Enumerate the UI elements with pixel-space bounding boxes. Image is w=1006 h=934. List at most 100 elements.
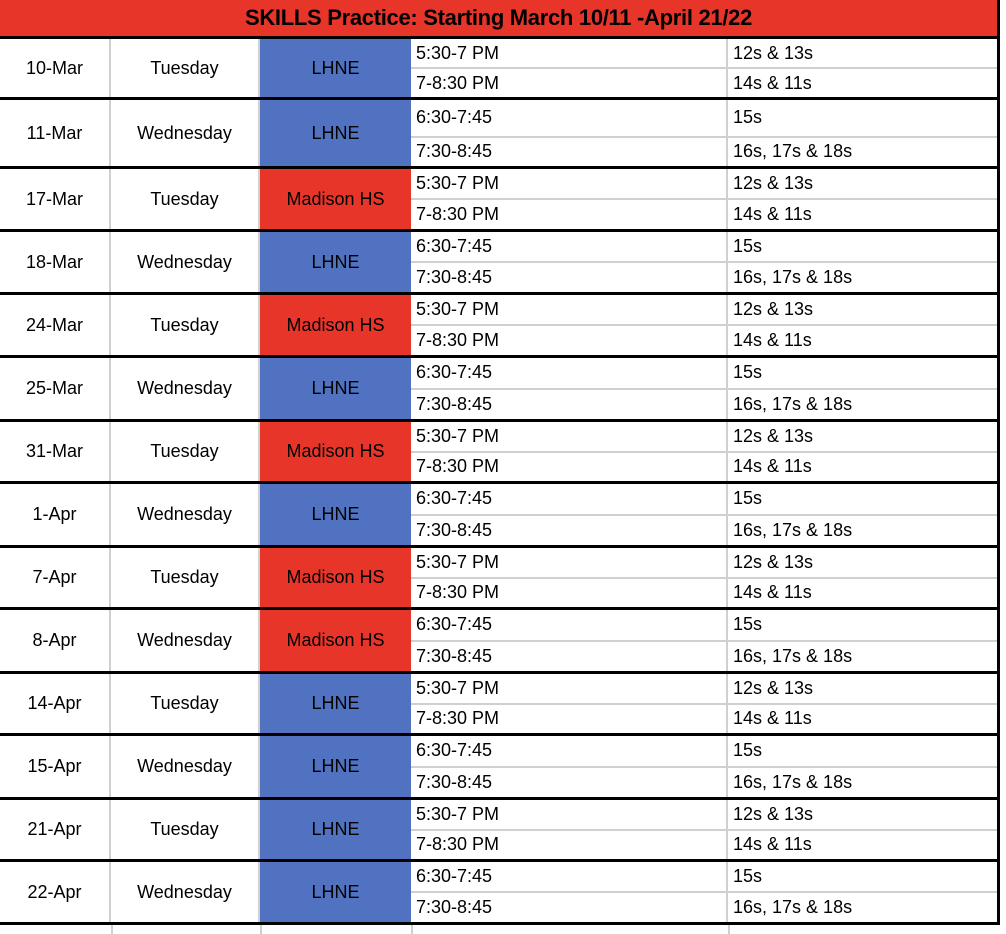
age-group-cell[interactable]: 15s [733, 362, 763, 383]
date-cell[interactable]: 7-Apr [0, 548, 111, 607]
day-cell[interactable]: Tuesday [111, 39, 260, 97]
age-group-cell[interactable]: 14s & 11s [733, 330, 812, 350]
location-cell[interactable]: LHNE [260, 39, 411, 97]
date-cell[interactable]: 17-Mar [0, 169, 111, 229]
location-cell[interactable]: LHNE [260, 358, 411, 419]
day-cell[interactable]: Wednesday [111, 100, 260, 166]
date-cell[interactable]: 14-Apr [0, 674, 111, 733]
date-cell[interactable]: 11-Mar [0, 100, 111, 166]
time-cell[interactable]: 7:30-8:45 [411, 389, 728, 419]
date-cell[interactable]: 31-Mar [0, 422, 111, 481]
location-cell[interactable]: LHNE [260, 862, 411, 922]
day-cell[interactable]: Wednesday [111, 358, 260, 419]
time-cell[interactable]: 6:30-7:45 [411, 232, 728, 261]
time-cell[interactable]: 6:30-7:45 [411, 484, 728, 514]
age-group-cell[interactable]: 16s, 17s & 18s [733, 897, 853, 917]
time-cell[interactable]: 5:30-7 PM [411, 422, 728, 451]
day-cell[interactable]: Tuesday [111, 548, 260, 607]
date-cell[interactable]: 15-Apr [0, 736, 111, 797]
age-group-cell[interactable]: 15s [733, 236, 763, 256]
time-cell[interactable]: 7-8:30 PM [411, 704, 728, 733]
age-group-cell[interactable]: 16s, 17s & 18s [733, 771, 853, 792]
date-cell[interactable]: 18-Mar [0, 232, 111, 292]
date-cell[interactable]: 21-Apr [0, 800, 111, 859]
schedule-row: 17-Mar Tuesday Madison HS 5:30-7 PM 12s & 13… [0, 169, 1000, 232]
time-cell[interactable]: 7:30-8:45 [411, 641, 728, 671]
day-cell[interactable]: Wednesday [111, 736, 260, 797]
day-cell[interactable]: Tuesday [111, 169, 260, 229]
time-cell[interactable]: 5:30-7 PM [411, 800, 728, 829]
age-group-cell[interactable]: 14s & 11s [733, 72, 812, 93]
time-cell[interactable]: 7-8:30 PM [411, 830, 728, 859]
day-cell[interactable]: Wednesday [111, 484, 260, 545]
day-cell[interactable]: Tuesday [111, 295, 260, 355]
location-cell[interactable]: Madison HS [260, 295, 411, 355]
time-cell[interactable]: 7:30-8:45 [411, 515, 728, 545]
location-cell[interactable]: Madison HS [260, 169, 411, 229]
location-cell[interactable]: Madison HS [260, 610, 411, 671]
time-cell[interactable]: 5:30-7 PM [411, 169, 728, 198]
age-group-cell[interactable]: 16s, 17s & 18s [733, 267, 853, 287]
date-cell[interactable]: 25-Mar [0, 358, 111, 419]
time-cell[interactable]: 7-8:30 PM [411, 578, 728, 607]
time-cell[interactable]: 7-8:30 PM [411, 69, 728, 97]
age-group-cell[interactable]: 16s, 17s & 18s [733, 519, 853, 540]
time-cell[interactable]: 5:30-7 PM [411, 674, 728, 703]
location-cell[interactable]: LHNE [260, 232, 411, 292]
age-group-cell[interactable]: 15s [733, 107, 763, 128]
age-group-cell[interactable]: 12s & 13s [733, 803, 814, 824]
day-cell[interactable]: Wednesday [111, 610, 260, 671]
date-cell[interactable]: 10-Mar [0, 39, 111, 97]
age-group-cell[interactable]: 15s [733, 488, 763, 509]
date-cell[interactable]: 22-Apr [0, 862, 111, 922]
location-cell[interactable]: Madison HS [260, 422, 411, 481]
age-group-cell[interactable]: 12s & 13s [733, 42, 814, 63]
time-cell[interactable]: 6:30-7:45 [411, 862, 728, 891]
time-cell[interactable]: 7:30-8:45 [411, 263, 728, 292]
age-group-cell[interactable]: 14s & 11s [733, 456, 812, 477]
day-cell[interactable]: Tuesday [111, 422, 260, 481]
age-group-cell[interactable]: 14s & 11s [733, 708, 812, 729]
age-group-cell[interactable]: 15s [733, 866, 763, 886]
location-cell[interactable]: LHNE [260, 100, 411, 166]
time-cell[interactable]: 7-8:30 PM [411, 452, 728, 481]
day-cell[interactable]: Wednesday [111, 232, 260, 292]
time-cell[interactable]: 5:30-7 PM [411, 39, 728, 67]
date-cell[interactable]: 8-Apr [0, 610, 111, 671]
age-group-cell[interactable]: 16s, 17s & 18s [733, 645, 853, 666]
time-cell[interactable]: 6:30-7:45 [411, 736, 728, 766]
age-group-cell[interactable]: 12s & 13s [733, 551, 814, 572]
location-cell[interactable]: Madison HS [260, 548, 411, 607]
location-cell[interactable]: LHNE [260, 736, 411, 797]
time-cell[interactable]: 5:30-7 PM [411, 548, 728, 577]
time-cell[interactable]: 7-8:30 PM [411, 200, 728, 229]
age-group-cell[interactable]: 12s & 13s [733, 677, 814, 698]
age-group-cell[interactable]: 15s [733, 614, 763, 635]
age-group-cell[interactable]: 14s & 11s [733, 204, 812, 224]
age-group-cell[interactable]: 16s, 17s & 18s [733, 141, 853, 162]
age-group-cell[interactable]: 12s & 13s [733, 425, 814, 446]
date-cell[interactable]: 24-Mar [0, 295, 111, 355]
sheet-title[interactable]: SKILLS Practice: Starting March 10/11 -A… [0, 0, 1000, 39]
date-cell[interactable]: 1-Apr [0, 484, 111, 545]
time-cell[interactable]: 7:30-8:45 [411, 893, 728, 922]
location-cell[interactable]: LHNE [260, 674, 411, 733]
time-cell[interactable]: 6:30-7:45 [411, 610, 728, 640]
age-group-cell[interactable]: 15s [733, 740, 763, 761]
time-cell[interactable]: 7:30-8:45 [411, 137, 728, 166]
age-group-cell[interactable]: 12s & 13s [733, 173, 814, 193]
age-group-cell[interactable]: 14s & 11s [733, 834, 812, 855]
day-cell[interactable]: Wednesday [111, 862, 260, 922]
time-cell[interactable]: 7:30-8:45 [411, 767, 728, 797]
location-cell[interactable]: LHNE [260, 800, 411, 859]
age-group-cell[interactable]: 14s & 11s [733, 582, 812, 603]
location-cell[interactable]: LHNE [260, 484, 411, 545]
time-cell[interactable]: 7-8:30 PM [411, 326, 728, 355]
age-group-cell[interactable]: 16s, 17s & 18s [733, 393, 853, 414]
time-cell[interactable]: 5:30-7 PM [411, 295, 728, 324]
day-cell[interactable]: Tuesday [111, 800, 260, 859]
day-cell[interactable]: Tuesday [111, 674, 260, 733]
time-cell[interactable]: 6:30-7:45 [411, 358, 728, 388]
time-cell[interactable]: 6:30-7:45 [411, 100, 728, 136]
age-group-cell[interactable]: 12s & 13s [733, 299, 814, 319]
